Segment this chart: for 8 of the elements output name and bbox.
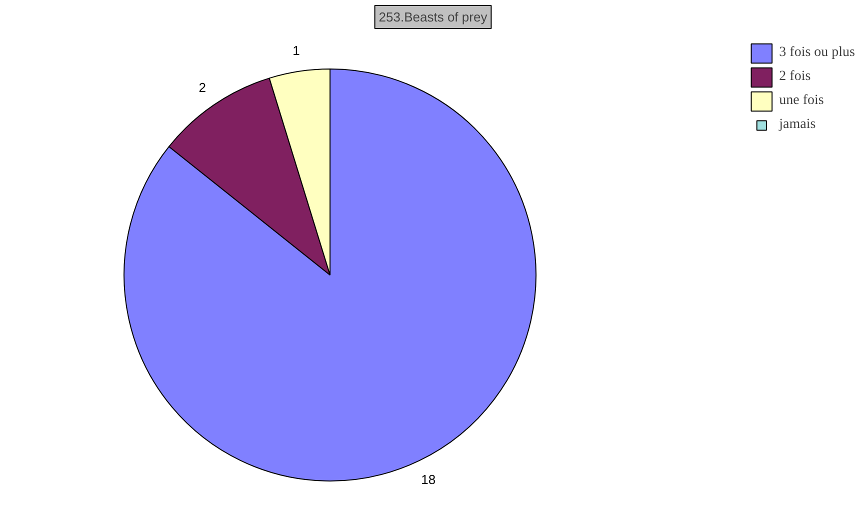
legend-label: 3 fois ou plus	[779, 45, 855, 61]
data-label: 18	[421, 472, 436, 488]
legend-label: jamais	[779, 117, 816, 133]
chart-title: 253.Beasts of prey	[378, 10, 488, 24]
legend-label: une fois	[779, 93, 824, 109]
legend-label: 2 fois	[779, 69, 811, 85]
data-label: 1	[292, 43, 300, 58]
data-label: 2	[198, 80, 206, 95]
